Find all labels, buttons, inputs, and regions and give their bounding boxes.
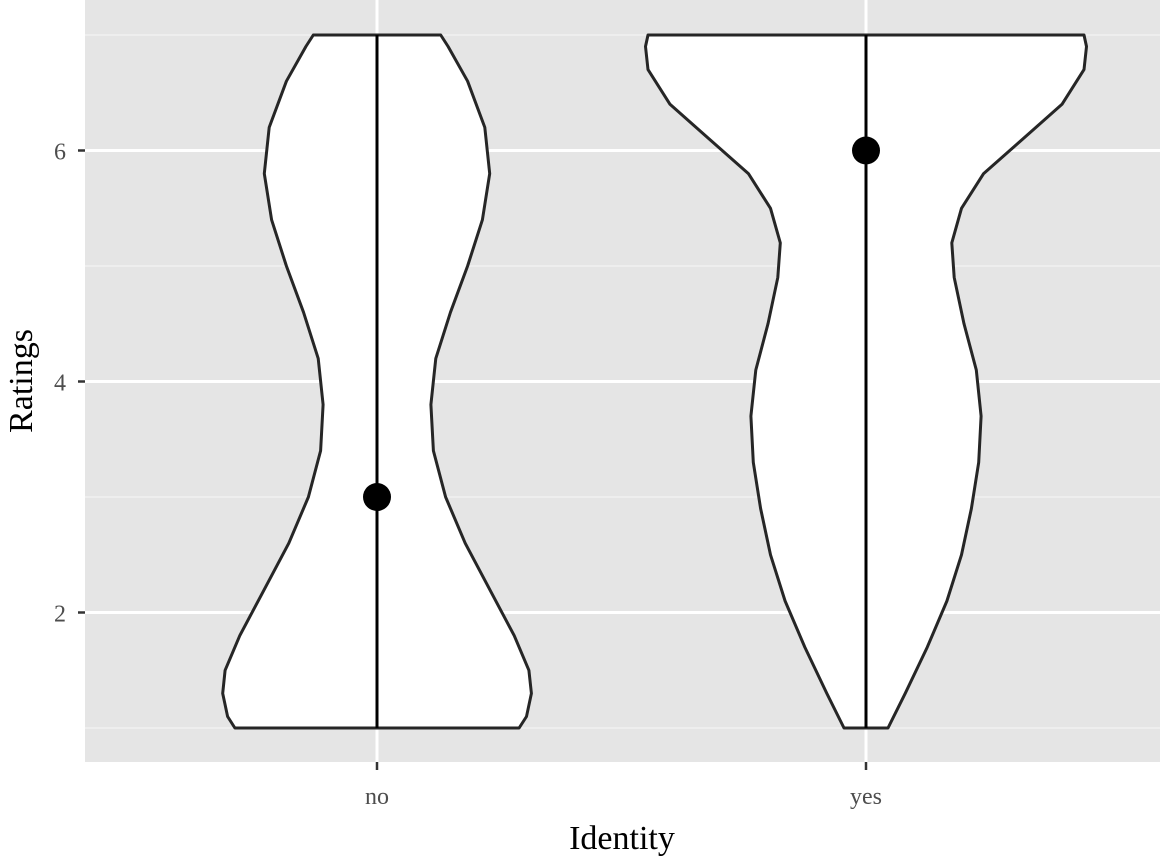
axes: 2 4 6 no yes xyxy=(54,140,882,811)
point-no xyxy=(363,483,391,511)
x-axis-title: Identity xyxy=(569,820,675,857)
x-tick-label-yes: yes xyxy=(850,784,882,810)
y-tick-label: 6 xyxy=(54,140,66,166)
y-tick-label: 4 xyxy=(54,371,66,397)
point-yes xyxy=(852,136,880,165)
y-axis-title: Ratings xyxy=(3,329,40,433)
y-tick-label: 2 xyxy=(54,602,66,628)
violins xyxy=(221,33,1088,730)
x-tick-label-no: no xyxy=(365,784,389,810)
